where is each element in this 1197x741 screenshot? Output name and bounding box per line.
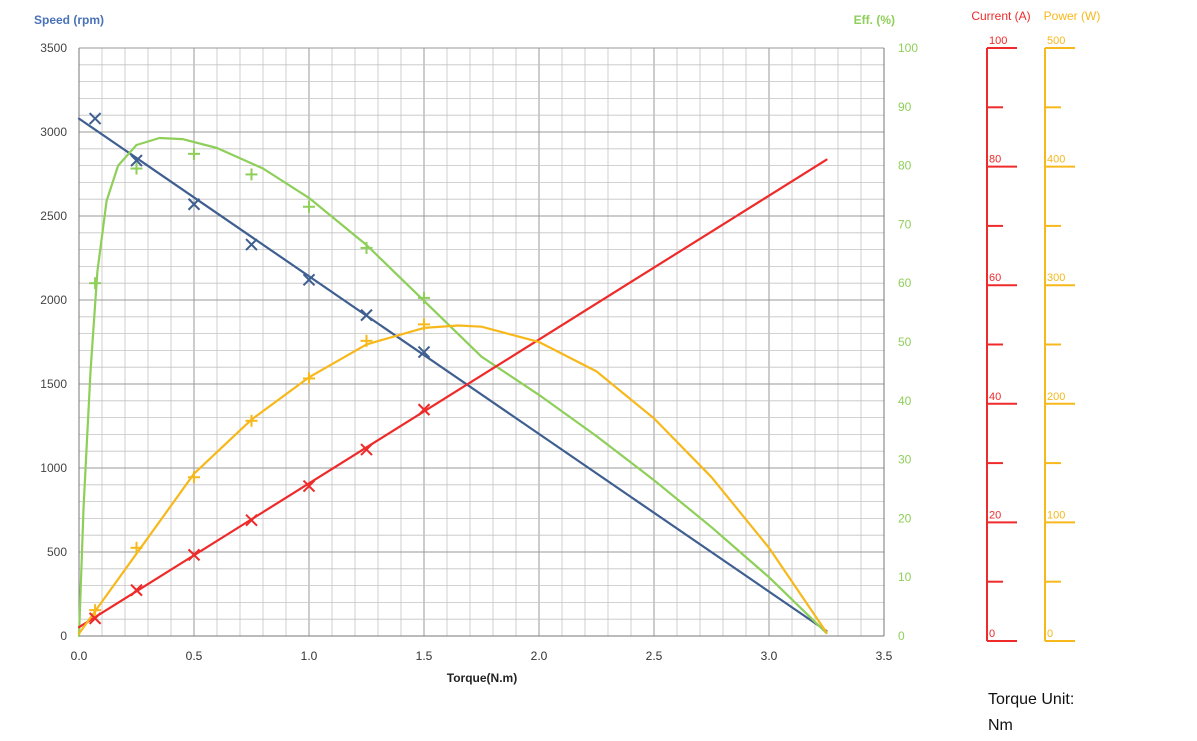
x-tick-label: 0.0 bbox=[71, 649, 88, 663]
power-point bbox=[418, 318, 430, 331]
torque-unit-note-line2: Nm bbox=[988, 717, 1013, 734]
current-point bbox=[302, 479, 316, 493]
efficiency-point bbox=[303, 200, 315, 213]
current-point bbox=[187, 548, 201, 562]
speed-point bbox=[417, 345, 431, 359]
current-point bbox=[360, 443, 373, 456]
power-axis-label: Power (W) bbox=[1044, 9, 1101, 23]
current-point bbox=[245, 513, 258, 527]
current-scale-label: 0 bbox=[989, 628, 995, 640]
right-tick-label: 90 bbox=[898, 100, 912, 114]
plot-grid bbox=[78, 47, 885, 637]
current-point-stroke bbox=[130, 583, 143, 597]
speed-point-stroke bbox=[245, 238, 258, 251]
speed-point bbox=[360, 308, 373, 322]
power-scale-label: 0 bbox=[1047, 628, 1053, 640]
power-scale-label: 300 bbox=[1047, 272, 1065, 284]
x-tick-label: 2.5 bbox=[646, 649, 663, 663]
current-scale-label: 20 bbox=[989, 509, 1001, 521]
left-tick-label: 2000 bbox=[40, 293, 67, 307]
speed-point bbox=[88, 112, 102, 125]
power-point bbox=[245, 414, 258, 427]
torque-unit-note-line1: Torque Unit: bbox=[988, 691, 1074, 708]
current-scale-label: 100 bbox=[989, 35, 1007, 47]
efficiency-point bbox=[130, 162, 143, 175]
speed-point-stroke bbox=[187, 198, 201, 211]
speed-curve bbox=[77, 117, 828, 633]
speed-point-stroke bbox=[417, 345, 431, 359]
left-tick-label: 3000 bbox=[40, 125, 67, 139]
series-curves bbox=[77, 117, 828, 638]
efficiency-point bbox=[89, 277, 102, 290]
left-axis-label: Speed (rpm) bbox=[34, 13, 104, 27]
power-scale-label: 200 bbox=[1047, 391, 1065, 403]
right-tick-label: 40 bbox=[898, 394, 912, 408]
right-tick-label: 10 bbox=[898, 570, 912, 584]
right-tick-label: 80 bbox=[898, 159, 912, 173]
right-tick-label: 70 bbox=[898, 217, 912, 231]
power-point bbox=[303, 372, 315, 385]
x-tick-label: 2.0 bbox=[531, 649, 548, 663]
speed-point-stroke bbox=[130, 154, 143, 167]
right-tick-label: 0 bbox=[898, 629, 905, 643]
efficiency-point bbox=[418, 291, 430, 304]
power-scale-label: 400 bbox=[1047, 154, 1065, 166]
power-scale-label: 100 bbox=[1047, 509, 1065, 521]
x-axis-label: Torque(N.m) bbox=[447, 671, 517, 685]
power-point bbox=[188, 471, 200, 484]
speed-point bbox=[302, 273, 316, 287]
left-tick-label: 0 bbox=[60, 629, 67, 643]
current-point bbox=[88, 612, 102, 625]
series-markers bbox=[88, 112, 431, 625]
side-scales: 0 20 40 60 80 100 0 100 200 300 400 500 bbox=[986, 35, 1075, 642]
current-curve bbox=[77, 158, 828, 629]
current-scale-label: 80 bbox=[989, 154, 1001, 166]
power-point bbox=[130, 541, 143, 554]
left-tick-label: 3500 bbox=[40, 41, 67, 55]
x-tick-label: 1.5 bbox=[416, 649, 433, 663]
power-curve bbox=[77, 324, 828, 635]
right-tick-label: 20 bbox=[898, 511, 912, 525]
right-tick-label: 30 bbox=[898, 453, 912, 467]
speed-point-stroke bbox=[88, 112, 102, 125]
x-tick-label: 3.0 bbox=[761, 649, 778, 663]
current-point-stroke bbox=[302, 479, 316, 493]
efficiency-point bbox=[188, 147, 200, 160]
right-tick-label: 50 bbox=[898, 335, 912, 349]
right-tick-label: 60 bbox=[898, 276, 912, 290]
speed-point-stroke bbox=[302, 273, 316, 287]
left-tick-label: 1500 bbox=[40, 377, 67, 391]
current-point-stroke bbox=[187, 548, 201, 562]
speed-point bbox=[187, 198, 201, 211]
x-tick-label: 3.5 bbox=[876, 649, 893, 663]
current-point-stroke bbox=[360, 443, 373, 456]
right-tick-label: 100 bbox=[898, 41, 918, 55]
left-tick-label: 500 bbox=[47, 545, 67, 559]
x-tick-label: 1.0 bbox=[301, 649, 318, 663]
current-scale-label: 60 bbox=[989, 272, 1001, 284]
efficiency-point bbox=[360, 241, 373, 254]
current-point-stroke bbox=[245, 513, 258, 527]
left-tick-label: 1000 bbox=[40, 461, 67, 475]
plot-axes: 0.0 0.5 1.0 1.5 2.0 2.5 3.0 3.50500100015002000… bbox=[40, 41, 918, 663]
efficiency-curve bbox=[77, 136, 828, 638]
right-axis-label: Eff. (%) bbox=[854, 13, 895, 27]
speed-point-stroke bbox=[360, 308, 373, 322]
left-tick-label: 2500 bbox=[40, 209, 67, 223]
current-point bbox=[130, 583, 143, 597]
current-point bbox=[417, 403, 431, 416]
current-axis-label: Current (A) bbox=[971, 9, 1030, 23]
power-point bbox=[89, 604, 102, 617]
power-point bbox=[360, 334, 373, 347]
current-scale-label: 40 bbox=[989, 391, 1001, 403]
current-point-stroke bbox=[88, 612, 102, 625]
efficiency-point bbox=[245, 168, 258, 181]
power-scale-label: 500 bbox=[1047, 35, 1065, 47]
speed-point bbox=[245, 238, 258, 251]
speed-point bbox=[130, 154, 143, 167]
current-point-stroke bbox=[417, 403, 431, 416]
x-tick-label: 0.5 bbox=[186, 649, 203, 663]
